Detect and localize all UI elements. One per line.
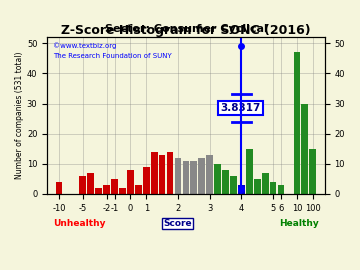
Bar <box>190 161 197 194</box>
Bar <box>127 170 134 194</box>
Bar <box>246 149 253 194</box>
Text: Score: Score <box>163 219 192 228</box>
Bar <box>143 167 150 194</box>
Bar <box>159 155 166 194</box>
Bar <box>56 182 62 194</box>
Text: ©www.textbiz.org: ©www.textbiz.org <box>53 42 116 49</box>
Bar <box>95 188 102 194</box>
Bar <box>270 182 276 194</box>
Bar <box>198 158 205 194</box>
Bar <box>293 52 300 194</box>
Text: Healthy: Healthy <box>279 219 319 228</box>
Bar <box>80 176 86 194</box>
Bar <box>254 179 261 194</box>
Bar <box>151 152 158 194</box>
Bar <box>309 149 316 194</box>
Bar <box>119 188 126 194</box>
Title: Z-Score Histogram for SONC (2016): Z-Score Histogram for SONC (2016) <box>61 24 311 37</box>
Text: Sector: Consumer Cyclical: Sector: Consumer Cyclical <box>104 24 267 34</box>
Text: Unhealthy: Unhealthy <box>53 219 105 228</box>
Bar <box>222 170 229 194</box>
Bar <box>238 185 245 194</box>
Text: 3.8317: 3.8317 <box>220 103 261 113</box>
Bar <box>206 155 213 194</box>
Bar <box>183 161 189 194</box>
Bar <box>103 185 110 194</box>
Y-axis label: Number of companies (531 total): Number of companies (531 total) <box>15 52 24 179</box>
Bar <box>111 179 118 194</box>
Bar <box>278 185 284 194</box>
Bar <box>135 185 142 194</box>
Bar <box>87 173 94 194</box>
Bar <box>175 158 181 194</box>
Bar <box>262 173 269 194</box>
Bar <box>214 164 221 194</box>
Text: The Research Foundation of SUNY: The Research Foundation of SUNY <box>53 53 171 59</box>
Bar <box>301 103 308 194</box>
Bar <box>230 176 237 194</box>
Bar <box>167 152 174 194</box>
